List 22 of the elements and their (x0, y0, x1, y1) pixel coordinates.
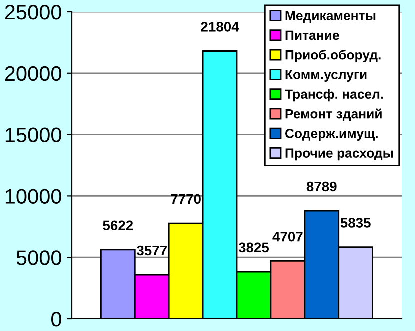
data-label: 4707 (272, 232, 303, 242)
y-tick-label: 15000 (6, 128, 62, 143)
legend-label: Трансф. насел. (285, 89, 384, 102)
data-label: 3825 (238, 242, 270, 253)
legend-label: Питание (286, 30, 340, 40)
data-label: 5622 (103, 220, 134, 231)
data-label: 8789 (306, 182, 337, 192)
data-label: 21804 (201, 22, 240, 32)
y-tick-label: 20000 (5, 66, 62, 82)
legend-label: Комм.услуги (286, 70, 367, 82)
legend-label: Приоб.оборуд. (286, 50, 381, 62)
data-label: 7770 (171, 194, 201, 204)
data-label: 3577 (136, 246, 167, 256)
y-tick-label: 25000 (5, 5, 62, 20)
y-tick-label: 10000 (6, 189, 62, 204)
legend-label: Прочие расходы (286, 148, 394, 161)
data-label: 5835 (340, 218, 371, 228)
legend-label: Медикаменты (286, 11, 376, 23)
legend-label: Ремонт зданий (286, 108, 382, 122)
y-tick-label: 0 (52, 312, 62, 327)
y-tick-label: 5000 (16, 250, 62, 266)
legend-label: Содерж.имущ. (285, 129, 378, 141)
